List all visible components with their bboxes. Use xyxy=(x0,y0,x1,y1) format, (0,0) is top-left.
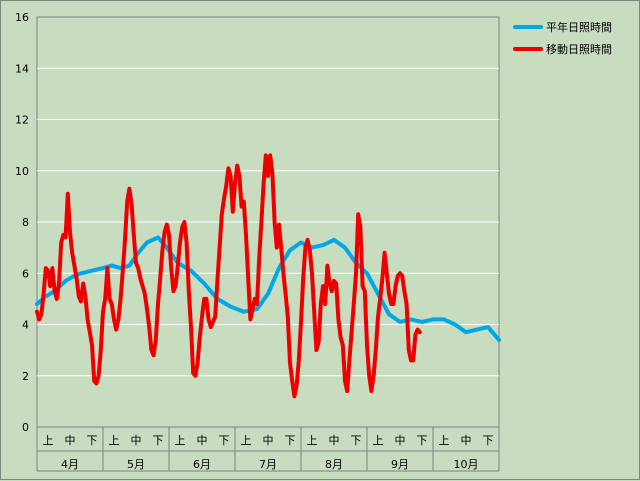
y-tick-label: 12 xyxy=(15,114,29,127)
series-lines xyxy=(35,153,501,399)
y-axis-ticks: 0 2 4 6 8 10 12 14 16 xyxy=(15,11,29,434)
period-label: 中 xyxy=(263,434,274,447)
y-tick-label: 8 xyxy=(22,216,29,229)
period-label: 中 xyxy=(65,434,76,447)
y-tick-label: 4 xyxy=(22,319,29,332)
period-label: 上 xyxy=(43,434,54,447)
y-tick-label: 16 xyxy=(15,11,29,24)
period-label: 上 xyxy=(241,434,252,447)
period-label: 上 xyxy=(439,434,450,447)
period-label: 上 xyxy=(307,434,318,447)
legend-label-1: 移動日照時間 xyxy=(546,42,612,56)
month-label: 6月 xyxy=(193,458,211,471)
y-tick-label: 2 xyxy=(22,370,29,383)
period-label: 下 xyxy=(87,434,98,447)
period-label: 上 xyxy=(175,434,186,447)
y-tick-label: 0 xyxy=(22,421,29,434)
month-label: 8月 xyxy=(325,458,343,471)
period-label: 中 xyxy=(329,434,340,447)
period-label: 上 xyxy=(109,434,120,447)
period-label: 下 xyxy=(153,434,164,447)
month-label: 4月 xyxy=(61,458,79,471)
y-tick-label: 14 xyxy=(15,62,29,75)
legend-label-0: 平年日照時間 xyxy=(546,20,612,34)
period-label: 下 xyxy=(351,434,362,447)
month-label: 10月 xyxy=(454,458,479,471)
month-label: 5月 xyxy=(127,458,145,471)
y-tick-label: 6 xyxy=(22,267,29,280)
period-label: 下 xyxy=(285,434,296,447)
period-label: 下 xyxy=(483,434,494,447)
period-label: 下 xyxy=(219,434,230,447)
series-line-1 xyxy=(35,153,422,399)
period-label: 下 xyxy=(417,434,428,447)
y-tick-label: 10 xyxy=(15,165,29,178)
period-label: 中 xyxy=(395,434,406,447)
period-label: 中 xyxy=(197,434,208,447)
x-axis: 上中下4月上中下5月上中下6月上中下7月上中下8月上中下9月上中下10月 xyxy=(36,427,500,472)
series-line-0 xyxy=(35,235,501,342)
period-label: 中 xyxy=(131,434,142,447)
month-label: 9月 xyxy=(391,458,409,471)
month-label: 7月 xyxy=(259,458,277,471)
period-label: 上 xyxy=(373,434,384,447)
period-label: 中 xyxy=(461,434,472,447)
